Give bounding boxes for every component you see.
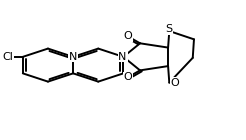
Text: N: N: [119, 52, 128, 62]
Text: O: O: [170, 78, 179, 88]
Text: O: O: [123, 32, 132, 41]
Text: N: N: [118, 52, 127, 62]
Text: Cl: Cl: [3, 52, 14, 62]
Text: N: N: [69, 52, 77, 62]
Text: S: S: [166, 24, 173, 34]
Text: O: O: [123, 72, 132, 82]
